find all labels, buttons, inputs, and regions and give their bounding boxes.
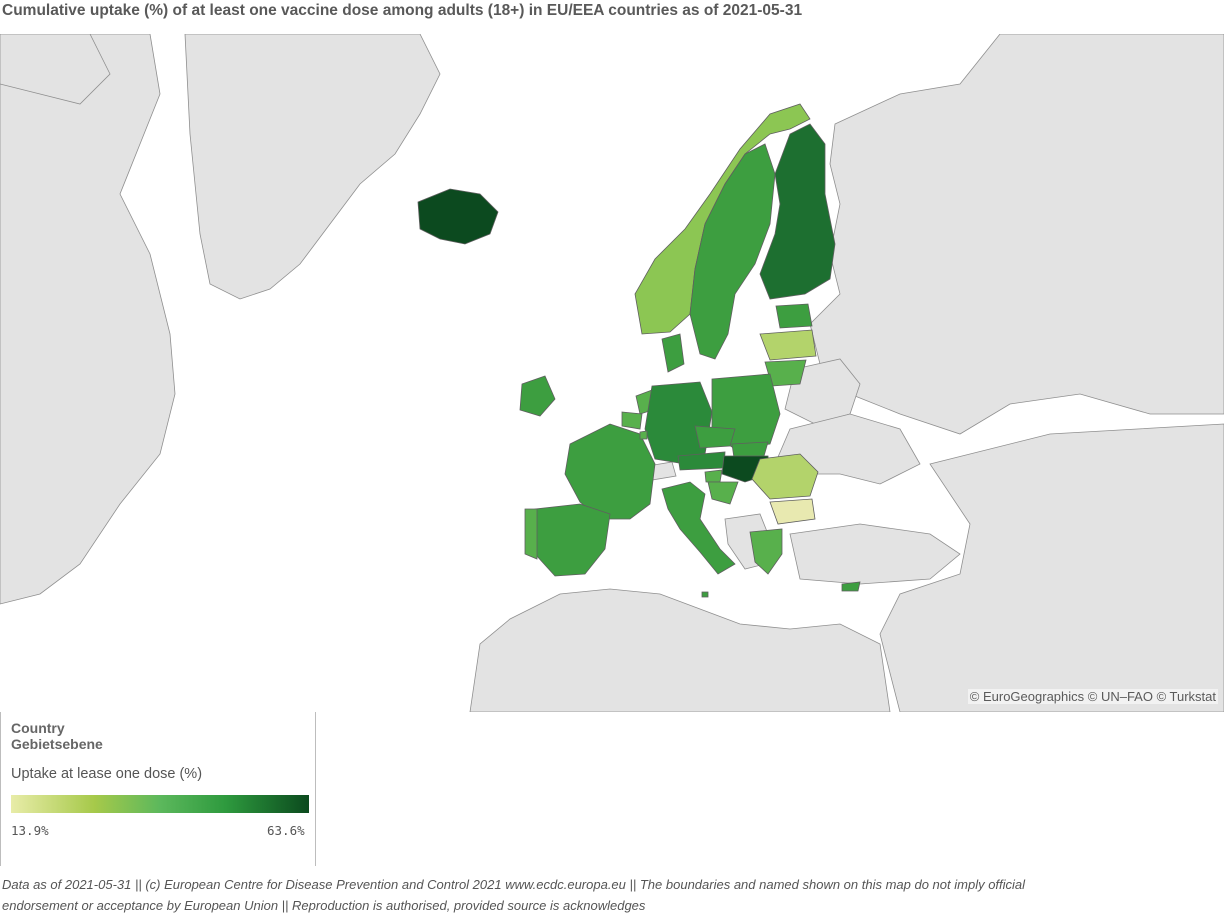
map-svg [0, 34, 1224, 712]
czechia[interactable] [694, 425, 736, 449]
finland[interactable] [759, 123, 836, 300]
estonia[interactable] [775, 303, 813, 329]
greenland [184, 34, 441, 300]
central-asia [879, 423, 1224, 712]
croatia[interactable] [707, 481, 739, 505]
greece[interactable] [749, 528, 783, 575]
cyprus[interactable] [841, 581, 861, 592]
map-attribution: © EuroGeographics © UN–FAO © Turkstat [967, 689, 1218, 704]
legend-level-line1: Country [11, 720, 65, 736]
belgium[interactable] [621, 411, 643, 430]
legend-measure: Uptake at lease one dose (%) [11, 766, 203, 782]
sweden[interactable] [689, 143, 776, 360]
color-legend: Country Gebietsebene Uptake at lease one… [0, 712, 316, 866]
bulgaria[interactable] [769, 498, 816, 525]
ireland[interactable] [519, 375, 556, 417]
legend-min-label: 13.9% [11, 823, 49, 838]
slovenia[interactable] [704, 469, 723, 483]
legend-max-label: 63.6% [267, 823, 305, 838]
footer-line2: endorsement or acceptance by European Un… [2, 898, 646, 913]
malta[interactable] [701, 591, 709, 598]
portugal[interactable] [524, 508, 538, 560]
north-america [0, 34, 176, 605]
legend-level-line2: Gebietsebene [11, 736, 103, 752]
choropleth-map[interactable]: © EuroGeographics © UN–FAO © Turkstat [0, 34, 1224, 712]
eu-eea-countries [417, 103, 861, 598]
footer-line1: Data as of 2021-05-31 || (c) European Ce… [2, 877, 1026, 892]
denmark[interactable] [661, 333, 685, 373]
legend-gradient-bar [11, 795, 309, 813]
map-title: Cumulative uptake (%) of at least one va… [2, 2, 803, 19]
latvia[interactable] [759, 329, 817, 361]
north-africa [469, 588, 891, 712]
germany[interactable] [644, 381, 713, 465]
non-eu-land [0, 34, 1224, 712]
france[interactable] [564, 423, 656, 520]
spain[interactable] [534, 503, 611, 577]
iceland[interactable] [417, 188, 499, 245]
luxembourg[interactable] [639, 430, 648, 440]
russia [809, 34, 1224, 435]
romania[interactable] [751, 453, 819, 500]
italy[interactable] [661, 481, 736, 575]
arctic-island [0, 34, 111, 105]
turkey [789, 523, 961, 585]
source-footer: Data as of 2021-05-31 || (c) European Ce… [2, 874, 1218, 916]
